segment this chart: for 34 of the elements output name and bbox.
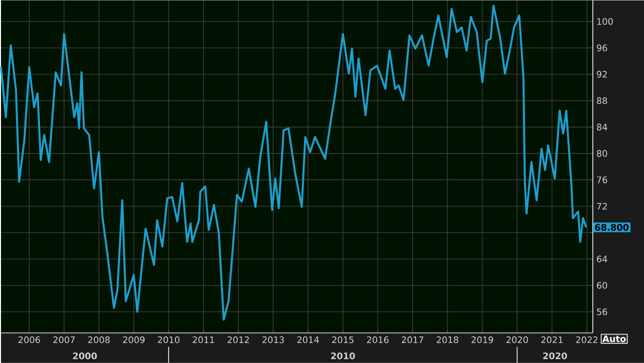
x-tick-label: 2019 [472,336,494,344]
x-tick-label: 2016 [367,336,389,344]
y-tick-label: 88 [596,97,608,104]
x-tick-label: 2021 [541,336,563,344]
x-tick-label: 2011 [192,336,214,344]
x-tick-label: 2006 [18,336,40,344]
text: 2020 [543,352,568,360]
y-tick-label: 80 [596,150,608,157]
x-tick-label: 2022 [576,336,598,344]
x-tick-label: 2010 [158,336,180,344]
y-tick-label: 64 [596,256,608,262]
text: Auto [602,335,626,342]
y-tick-label: 96 [596,44,608,52]
line-series [0,4,588,321]
y-tick-label: 92 [596,70,607,78]
y-tick-label: 60 [596,282,608,289]
x-tick-label: 2012 [228,336,249,344]
x-tick-label: 2009 [123,336,145,344]
y-tick-label: 100 [597,18,613,25]
x-tick-label: 2018 [436,336,458,344]
text: 68.800 [595,224,629,231]
x-tick-label: 2008 [88,336,110,344]
y-tick-label: 56 [596,308,608,316]
y-tick-label: 76 [597,176,608,184]
x-tick-label: 2015 [332,336,354,344]
x-tick-label: 2017 [402,336,424,344]
x-tick-label: 2013 [262,336,284,344]
x-tick-label: 2020 [506,336,528,344]
x-tick-label: 2014 [297,336,319,344]
x-tick-label: 2007 [53,336,75,344]
text: 2010 [331,352,355,360]
text: 2000 [73,352,97,360]
y-tick-label: 72 [597,202,607,210]
y-tick-label: 84 [596,124,608,130]
